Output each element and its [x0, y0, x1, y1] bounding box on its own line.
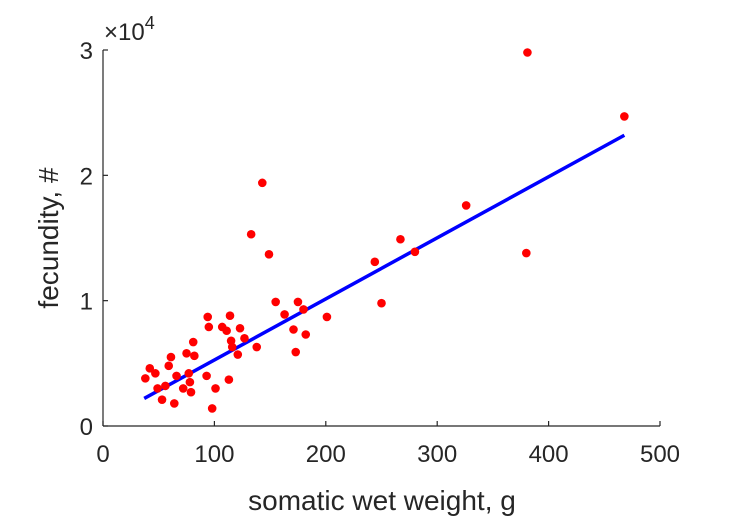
x-tick-label: 0 — [96, 441, 109, 468]
data-point — [172, 371, 181, 381]
y-tick-label: 2 — [80, 163, 93, 190]
data-point — [264, 249, 274, 259]
data-point — [377, 298, 386, 308]
x-tick-label: 300 — [417, 441, 457, 468]
plot-marks — [141, 48, 629, 413]
data-point — [299, 305, 308, 314]
data-point — [280, 310, 289, 319]
data-point — [157, 395, 167, 404]
data-point — [271, 297, 280, 307]
x-axis-label: somatic wet weight, g — [248, 485, 516, 516]
data-point — [204, 322, 214, 332]
y-axis-exponent-base: ×10 — [104, 19, 145, 46]
x-tick-label: 200 — [306, 441, 346, 468]
data-point — [291, 347, 301, 357]
data-point — [211, 384, 220, 393]
fit-line — [143, 133, 626, 400]
x-tick-label: 400 — [529, 441, 569, 468]
data-point — [225, 311, 235, 321]
data-point — [289, 325, 298, 334]
x-tick-label: 100 — [194, 441, 234, 468]
data-point — [523, 48, 532, 57]
data-point — [207, 404, 217, 413]
data-point — [224, 375, 234, 384]
data-point — [293, 297, 303, 307]
data-point — [182, 349, 191, 358]
data-point — [222, 326, 231, 336]
data-point — [178, 384, 188, 393]
data-point — [227, 342, 237, 352]
data-point — [145, 364, 155, 373]
data-point — [188, 337, 198, 347]
data-point — [153, 384, 162, 393]
data-point — [246, 229, 256, 239]
data-point — [164, 361, 174, 371]
y-tick-label: 0 — [80, 414, 93, 441]
data-point — [322, 312, 332, 322]
data-point — [620, 112, 629, 121]
data-point — [141, 374, 150, 383]
axes: 0 100 200 300 400 500 0 1 2 3 — [80, 38, 680, 468]
data-point — [203, 312, 213, 322]
y-tick-label: 3 — [80, 38, 93, 65]
data-point — [301, 330, 311, 339]
data-point — [410, 247, 420, 257]
data-point — [233, 350, 243, 359]
data-point — [184, 369, 194, 378]
data-point — [169, 399, 179, 408]
data-point — [235, 323, 245, 333]
y-tick-label: 1 — [80, 289, 93, 316]
y-axis-label: fecundity, # — [33, 167, 64, 309]
data-point — [151, 369, 160, 378]
data-point — [185, 377, 195, 387]
data-point — [396, 234, 405, 244]
data-point — [190, 351, 199, 361]
data-point — [252, 342, 262, 352]
x-tick-label: 500 — [640, 441, 680, 468]
y-axis-exponent-power: 4 — [145, 13, 155, 33]
data-point — [166, 352, 176, 362]
data-point — [161, 381, 170, 391]
data-point — [461, 201, 471, 210]
data-point — [202, 371, 211, 381]
data-point — [370, 257, 380, 267]
data-point — [522, 248, 531, 258]
data-point — [258, 178, 267, 188]
data-point — [240, 333, 249, 343]
y-axis-exponent: ×104 — [104, 13, 155, 46]
data-point — [186, 387, 196, 397]
axis-labels: somatic wet weight, g fecundity, # ×104 — [33, 13, 516, 516]
